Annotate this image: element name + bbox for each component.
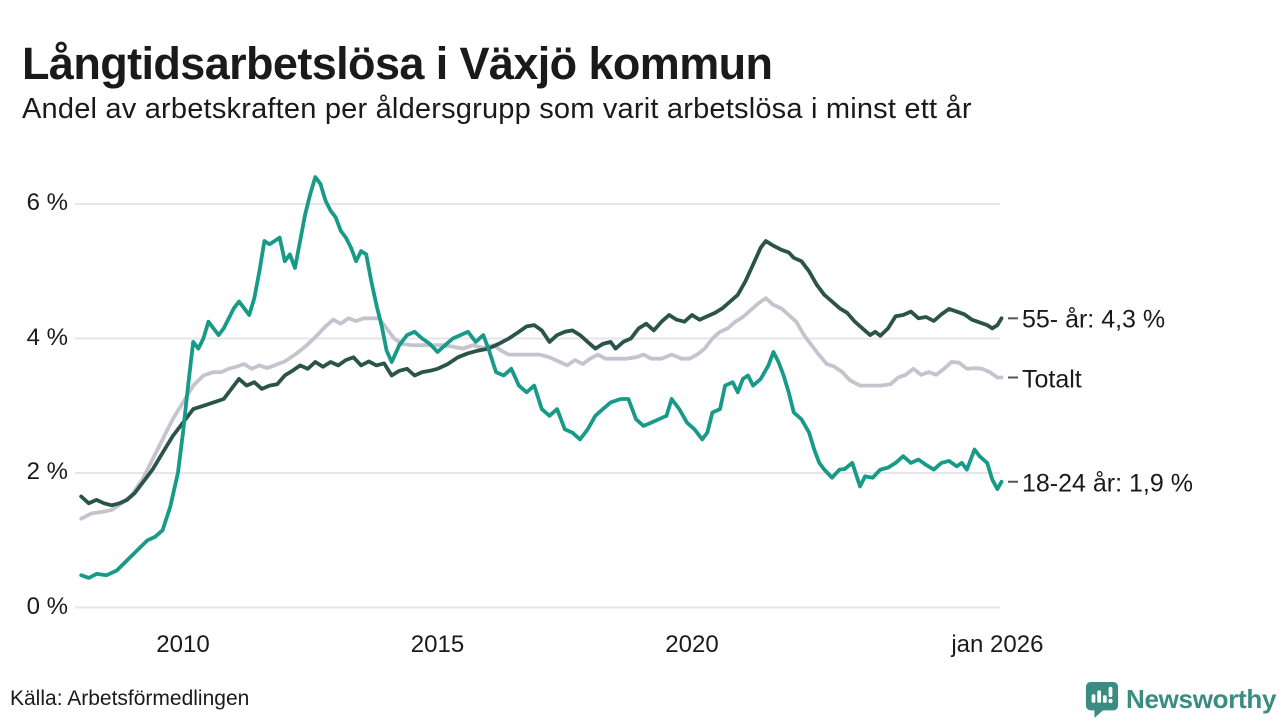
newsworthy-logo-icon: [1085, 682, 1119, 718]
chart-subtitle: Andel av arbetskraften per åldersgrupp s…: [22, 93, 972, 125]
x-tick-label-2010: 2010: [156, 631, 210, 658]
newsworthy-wordmark: Newsworthy: [1126, 684, 1277, 714]
series-line-55-r: [79, 239, 1004, 508]
series-end-label-18-24-r: 18-24 år: 1,9 %: [1022, 469, 1193, 498]
x-tick-label-2026: jan 2026: [951, 631, 1044, 658]
y-tick-label-4: 4 %: [26, 323, 68, 351]
series-end-label-55-r: 55- år: 4,3 %: [1022, 305, 1166, 334]
y-tick-label-0: 0 %: [26, 592, 68, 620]
y-tick-label-2: 2 %: [26, 457, 68, 485]
series-line-totalt: [79, 296, 1004, 521]
x-tick-label-2020: 2020: [665, 631, 719, 658]
series-end-label-totalt: Totalt: [1022, 365, 1082, 393]
source-note: Källa: Arbetsförmedlingen: [10, 687, 250, 710]
y-tick-label-6: 6 %: [26, 188, 68, 216]
chart-title: Långtidsarbetslösa i Växjö kommun: [22, 38, 773, 90]
newsworthy-logo: Newsworthy: [1085, 681, 1276, 718]
series-line-18-24-r: [79, 175, 1004, 580]
x-tick-label-2015: 2015: [410, 631, 465, 658]
